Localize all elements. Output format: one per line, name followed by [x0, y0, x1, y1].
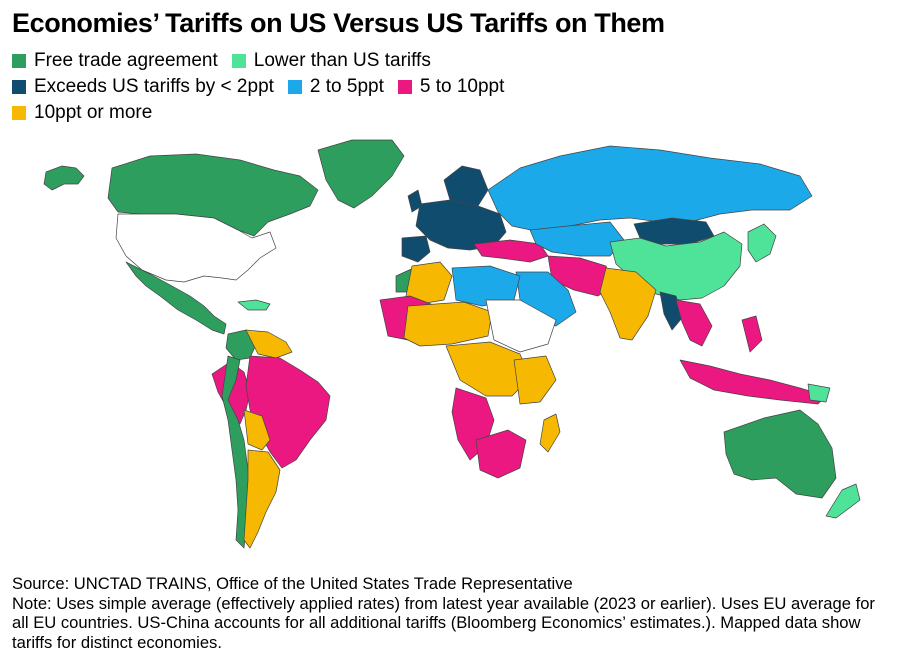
legend-item-10ppt-plus: 10ppt or more [12, 102, 152, 124]
region-venezuela-guianas [245, 329, 293, 359]
legend-swatch [287, 80, 302, 94]
region-madagascar [539, 413, 561, 453]
region-mexico [125, 261, 227, 335]
region-bolivia-paraguay [243, 409, 271, 451]
chart-title: Economies’ Tariffs on US Versus US Tarif… [12, 8, 665, 38]
legend-label: Exceeds US tariffs by < 2ppt [34, 76, 274, 97]
region-south-africa [475, 429, 527, 479]
region-argentina [243, 449, 281, 549]
region-alaska [43, 165, 85, 191]
legend-label: Free trade agreement [34, 50, 218, 71]
region-indonesia [679, 359, 827, 405]
legend-label: 2 to 5ppt [309, 76, 384, 97]
region-india [599, 267, 657, 341]
region-new-zealand [825, 483, 861, 519]
region-philippines [741, 315, 763, 353]
region-balkans-turkey [473, 239, 549, 263]
legend: Free trade agreement Lower than US tarif… [12, 48, 712, 126]
region-russia [487, 145, 813, 233]
legend-swatch [397, 80, 412, 94]
legend-swatch [12, 54, 26, 68]
legend-swatch [12, 80, 26, 94]
region-greenland [317, 139, 405, 209]
region-east-africa [513, 355, 557, 405]
region-kazakhstan [529, 221, 625, 257]
legend-item-2-5ppt: 2 to 5ppt [287, 76, 384, 98]
region-usa [115, 213, 277, 283]
source-text: Source: UNCTAD TRAINS, Office of the Uni… [12, 574, 573, 593]
region-sahel [403, 301, 493, 347]
legend-item-lower: Lower than US tariffs [231, 50, 431, 72]
legend-item-under-2ppt: Exceeds US tariffs by < 2ppt [12, 76, 274, 98]
legend-swatch [12, 106, 26, 120]
legend-item-5-10ppt: 5 to 10ppt [397, 76, 505, 98]
legend-item-free-trade: Free trade agreement [12, 50, 218, 72]
footer: Source: UNCTAD TRAINS, Office of the Uni… [12, 574, 892, 652]
legend-label: 10ppt or more [34, 102, 153, 123]
region-n-africa-mixed [405, 261, 453, 305]
region-australia [723, 409, 837, 499]
region-se-asia [675, 299, 713, 347]
legend-swatch [231, 54, 246, 68]
note-text: Note: Uses simple average (effectively a… [12, 593, 875, 652]
world-map [43, 139, 861, 549]
region-iberia [401, 235, 431, 263]
region-sudan-horn [485, 299, 557, 353]
legend-label: Lower than US tariffs [253, 50, 431, 71]
region-caribbean [237, 299, 271, 311]
region-png [807, 383, 831, 403]
region-japan-korea [747, 223, 777, 263]
legend-label: 5 to 10ppt [419, 76, 505, 97]
region-uk [407, 189, 423, 213]
